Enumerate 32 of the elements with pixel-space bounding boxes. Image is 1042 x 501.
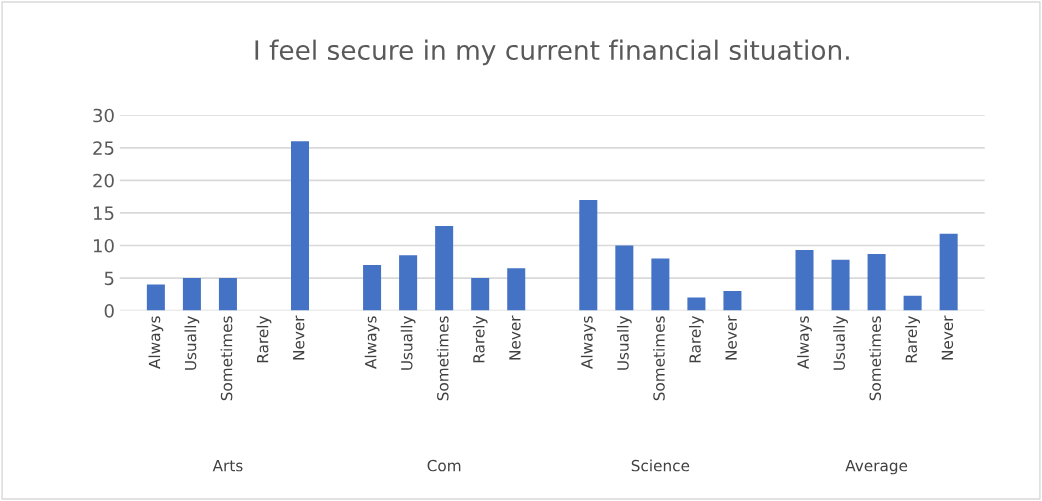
- x-tick-label: Rarely: [472, 315, 488, 363]
- x-tick-label: Rarely: [689, 315, 704, 363]
- y-tick-label: 30: [93, 108, 114, 123]
- x-tick-label: Never: [941, 315, 954, 360]
- chart-title: I feel secure in my current financial situation.: [255, 39, 849, 66]
- y-tick-label: 10: [93, 238, 114, 253]
- x-tick-label: Rarely: [256, 315, 272, 363]
- x-tick-label: Usually: [833, 315, 848, 370]
- x-tick-label: Usually: [616, 315, 632, 370]
- text: Science: [631, 459, 690, 472]
- y-tick-label: 0: [104, 304, 114, 318]
- y-tick-label: 5: [104, 271, 114, 286]
- x-tick-label: Sometimes: [869, 316, 882, 401]
- y-tick-label: 20: [93, 173, 114, 188]
- x-tick-label: Always: [148, 316, 164, 369]
- text: Com: [427, 459, 461, 472]
- x-tick-label: Never: [725, 315, 737, 360]
- x-tick-label: Sometimes: [436, 316, 449, 401]
- x-tick-label: Never: [293, 315, 305, 360]
- x-tick-label: Usually: [184, 315, 200, 370]
- x-tick-label: Always: [580, 316, 596, 369]
- y-tick-label: 25: [93, 141, 114, 155]
- text: Average: [845, 460, 908, 475]
- x-tick-label: Sometimes: [220, 316, 233, 401]
- x-tick-label: Never: [509, 315, 521, 360]
- y-tick-label: 15: [93, 206, 114, 221]
- x-tick-label: Always: [364, 316, 380, 369]
- x-tick-label: Sometimes: [652, 316, 665, 401]
- x-tick-label: Always: [797, 316, 812, 369]
- x-tick-label: Rarely: [905, 315, 921, 363]
- x-tick-label: Usually: [400, 315, 416, 370]
- text: Arts: [212, 460, 243, 472]
